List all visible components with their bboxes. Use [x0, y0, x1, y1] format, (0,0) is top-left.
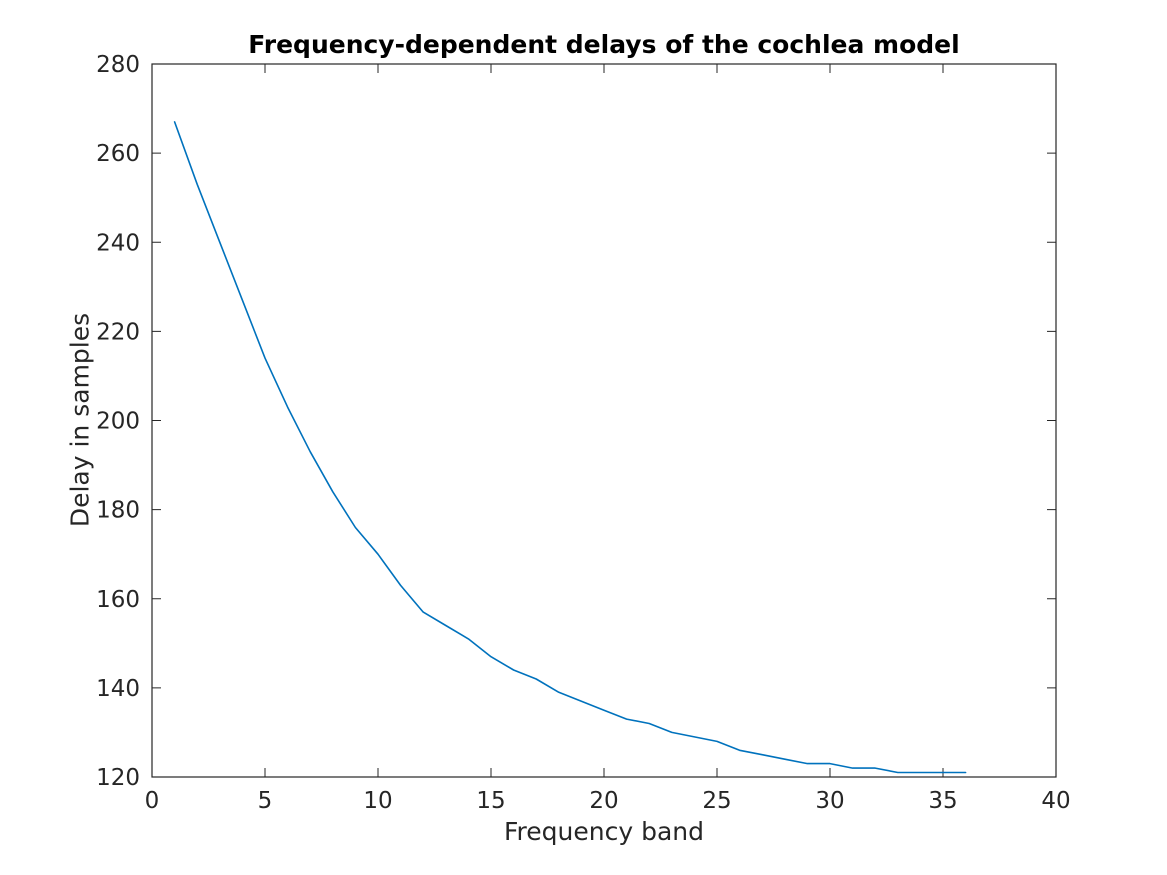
x-tick-label: 35	[928, 788, 957, 814]
y-axis-label: Delay in samples	[65, 312, 95, 528]
x-tick-label: 5	[258, 788, 273, 814]
x-tick-label: 30	[815, 788, 844, 814]
y-tick-label: 260	[96, 141, 140, 167]
x-axis-label: Frequency band	[504, 817, 704, 846]
x-tick-label: 40	[1041, 788, 1070, 814]
chart-title: Frequency-dependent delays of the cochle…	[248, 30, 960, 59]
y-tick-label: 120	[96, 765, 140, 791]
axes-box	[151, 63, 1057, 778]
y-tick-label: 280	[96, 52, 140, 78]
y-tick-label: 200	[96, 409, 140, 435]
y-tick-label: 220	[96, 319, 140, 345]
y-tick-label: 240	[96, 230, 140, 256]
y-tick-label: 140	[96, 676, 140, 702]
y-tick-label: 160	[96, 587, 140, 613]
x-tick-label: 20	[589, 788, 618, 814]
x-tick-label: 25	[702, 788, 731, 814]
x-tick-label: 0	[145, 788, 160, 814]
x-tick-label: 15	[476, 788, 505, 814]
series-line-delay-curve	[173, 121, 967, 774]
y-tick-label: 180	[96, 498, 140, 524]
x-tick-label: 10	[363, 788, 392, 814]
